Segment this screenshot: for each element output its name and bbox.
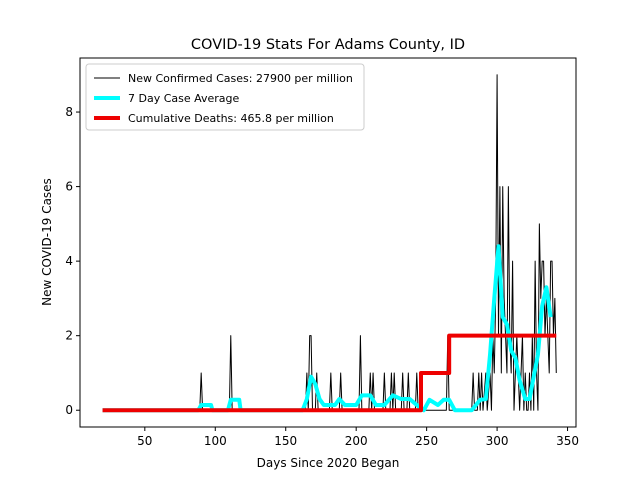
x-axis-label: Days Since 2020 Began <box>257 456 400 470</box>
legend-label: Cumulative Deaths: 465.8 per million <box>128 112 334 125</box>
x-tick-label: 100 <box>204 434 227 448</box>
y-tick-label: 0 <box>65 403 73 417</box>
axes-frame <box>79 57 577 428</box>
legend-box <box>85 63 365 131</box>
legend-label: New Confirmed Cases: 27900 per million <box>128 72 353 85</box>
y-tick-label: 6 <box>65 180 73 194</box>
x-tick-label: 200 <box>345 434 368 448</box>
y-tick-label: 8 <box>65 105 73 119</box>
x-tick-label: 300 <box>486 434 509 448</box>
x-tick-label: 350 <box>556 434 579 448</box>
x-tick-label: 50 <box>137 434 152 448</box>
x-tick-label: 150 <box>274 434 297 448</box>
y-tick-label: 2 <box>65 329 73 343</box>
x-tick-label: 250 <box>415 434 438 448</box>
y-axis-label: New COVID-19 Cases <box>40 178 54 306</box>
y-tick-label: 4 <box>65 254 73 268</box>
series-line <box>102 333 557 413</box>
legend-label: 7 Day Case Average <box>128 92 240 105</box>
chart-title: COVID-19 Stats For Adams County, ID <box>191 37 465 53</box>
